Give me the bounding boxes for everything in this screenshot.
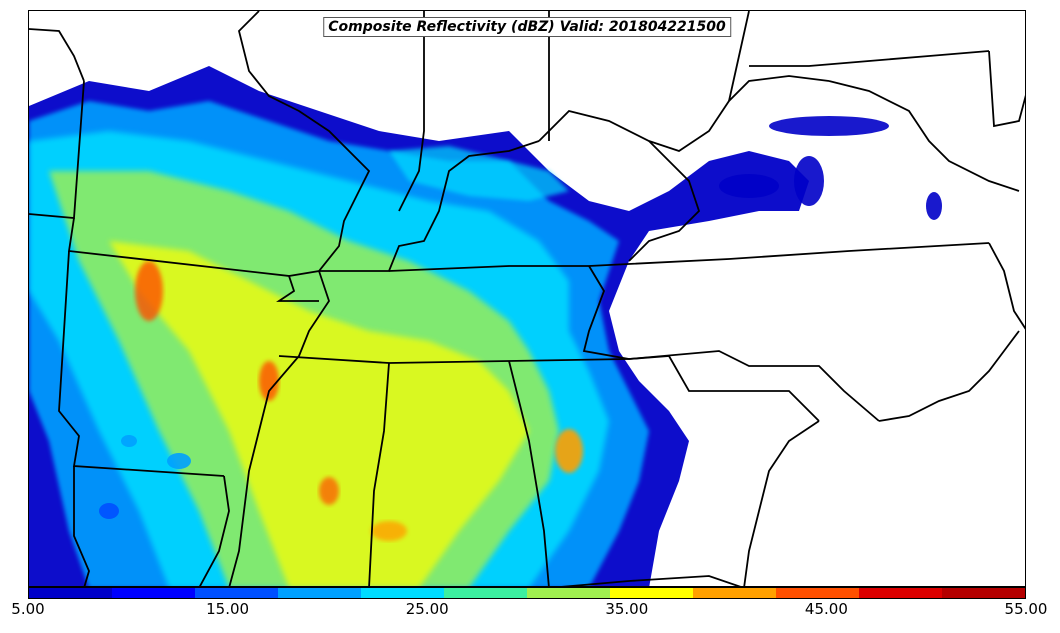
colorbar-segment [693, 588, 776, 598]
boundary-line [228, 270, 330, 586]
echo-cell [121, 435, 137, 447]
colorbar-tick-label: 45.00 [804, 600, 848, 618]
colorbar-tick-label: 5.00 [11, 600, 45, 618]
colorbar-segment [112, 588, 195, 598]
boundary-line [728, 11, 750, 102]
colorbar-segment [195, 588, 278, 598]
echo-core [319, 477, 339, 505]
boundary-line [561, 575, 741, 586]
colorbar-segment [29, 588, 112, 598]
boundary-line [988, 242, 1025, 330]
boundary-line [58, 250, 225, 477]
echo-cell [99, 503, 119, 519]
boundary-line [749, 50, 990, 67]
map-panel: Composite Reflectivity (dBZ) Valid: 2018… [28, 10, 1026, 587]
reflectivity-field [29, 66, 942, 586]
echo-cell [794, 156, 824, 206]
boundary-line [668, 355, 820, 422]
boundary-line [238, 11, 371, 277]
echo-core [135, 261, 163, 321]
boundary-line [319, 140, 540, 272]
boundary-line [538, 75, 830, 152]
colorbar-ticks: 5.00 15.00 25.00 35.00 45.00 55.00 [11, 600, 1047, 622]
boundary-line [878, 330, 1020, 422]
colorbar-tick-label: 25.00 [405, 600, 449, 618]
echo-core [555, 429, 583, 473]
echo-cell [926, 192, 942, 220]
boundary-line [628, 140, 701, 262]
echo-region-yellow [109, 241, 529, 586]
colorbar-segment [527, 588, 610, 598]
boundary-line [388, 242, 990, 272]
colorbar-segment [610, 588, 693, 598]
colorbar-segment [444, 588, 527, 598]
colorbar-segment [361, 588, 444, 598]
colorbar-tick-label: 15.00 [206, 600, 250, 618]
echo-core [259, 361, 279, 401]
echo-cell [769, 116, 889, 136]
boundary-line [73, 466, 90, 586]
colorbar-segment [942, 588, 1025, 598]
state-boundaries [29, 11, 1025, 586]
echo-band-north [389, 146, 569, 201]
colorbar-tick-label: 35.00 [605, 600, 649, 618]
boundary-line [368, 362, 390, 586]
boundary-line [988, 50, 1025, 128]
boundary-line [199, 475, 230, 586]
boundary-line [582, 265, 630, 360]
boundary-line [29, 28, 85, 82]
echo-cell [167, 453, 191, 469]
boundary-line [743, 420, 820, 586]
colorbar-segment [859, 588, 942, 598]
colorbar [28, 587, 1026, 599]
colorbar-segment [776, 588, 859, 598]
reflectivity-map [29, 11, 1025, 586]
colorbar-tick-label: 55.00 [1004, 600, 1048, 618]
boundary-line [67, 217, 319, 302]
boundary-line [628, 350, 880, 422]
echo-core [371, 521, 407, 541]
boundary-line [508, 360, 550, 586]
map-title: Composite Reflectivity (dBZ) Valid: 2018… [323, 17, 731, 37]
colorbar-segment [278, 588, 361, 598]
boundary-line [398, 11, 425, 212]
boundary-line [828, 80, 1020, 192]
echo-cell [719, 174, 779, 198]
